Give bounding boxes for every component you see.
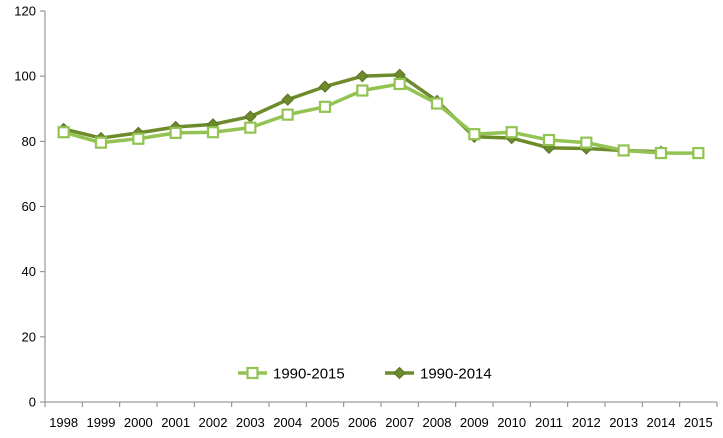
x-tick-label: 2013: [609, 415, 638, 430]
legend-label: 1990-2014: [420, 366, 492, 383]
x-tick-label: 2006: [348, 415, 377, 430]
data-point: [393, 77, 406, 91]
x-tick-label: 2000: [124, 415, 153, 430]
x-tick-label: 2010: [497, 415, 526, 430]
x-tick-label: 1998: [49, 415, 78, 430]
legend-item: 1990-2015: [238, 366, 345, 383]
data-point: [692, 146, 705, 160]
data-point: [244, 121, 257, 134]
y-axis-ticks: 0 20 40 60 80 100 120: [14, 4, 45, 410]
legend-item: 1990-2014: [385, 366, 492, 383]
x-tick-label: 2011: [535, 415, 563, 430]
x-tick-label: 2012: [572, 415, 601, 430]
x-tick-label: 2007: [385, 415, 414, 430]
data-point: [468, 128, 481, 141]
data-point: [57, 126, 70, 139]
data-point: [132, 132, 145, 145]
x-tick-label: 2003: [236, 415, 265, 430]
x-tick-label: 2004: [273, 415, 302, 430]
data-point: [580, 136, 593, 149]
data-point: [318, 80, 332, 93]
data-point: [244, 110, 257, 123]
y-tick-label: 60: [22, 199, 36, 214]
x-tick-label: 1999: [87, 415, 116, 430]
series-1990-2015: [57, 77, 705, 160]
legend-label: 1990-2015: [273, 366, 345, 383]
y-tick-label: 80: [22, 134, 36, 149]
y-tick-label: 0: [29, 395, 36, 410]
x-tick-label: 2015: [684, 415, 713, 430]
axes: [44, 11, 717, 403]
data-point: [505, 126, 518, 139]
x-tick-label: 2002: [199, 415, 228, 430]
legend: 1990-2015 1990-2014: [238, 366, 492, 383]
data-point: [356, 69, 369, 83]
data-point: [169, 126, 182, 139]
series-1990-2014: [57, 68, 668, 158]
legend-marker: [246, 366, 259, 380]
data-point: [654, 146, 668, 160]
data-point: [318, 100, 332, 113]
legend-marker: [393, 366, 406, 380]
data-point: [542, 133, 556, 147]
x-tick-label: 2005: [311, 415, 340, 430]
data-point: [617, 144, 630, 157]
data-point: [281, 93, 294, 106]
data-point: [281, 108, 294, 121]
y-tick-label: 120: [14, 4, 36, 19]
x-tick-label: 2009: [460, 415, 489, 430]
y-tick-label: 100: [14, 69, 36, 84]
x-tick-label: 2014: [647, 415, 676, 430]
data-point: [94, 136, 108, 149]
y-tick-label: 40: [22, 264, 36, 279]
data-point: [206, 126, 220, 139]
data-point: [430, 97, 444, 110]
data-point: [356, 84, 369, 97]
x-tick-label: 2008: [423, 415, 452, 430]
series-line: [63, 82, 699, 155]
y-tick-label: 20: [22, 329, 36, 344]
x-tick-label: 2001: [161, 415, 190, 430]
x-axis-ticks: 1998 1999 2000 2001 2002 2003 2004 2005 2006 2007…: [44, 402, 718, 430]
series-layer: [57, 68, 705, 160]
